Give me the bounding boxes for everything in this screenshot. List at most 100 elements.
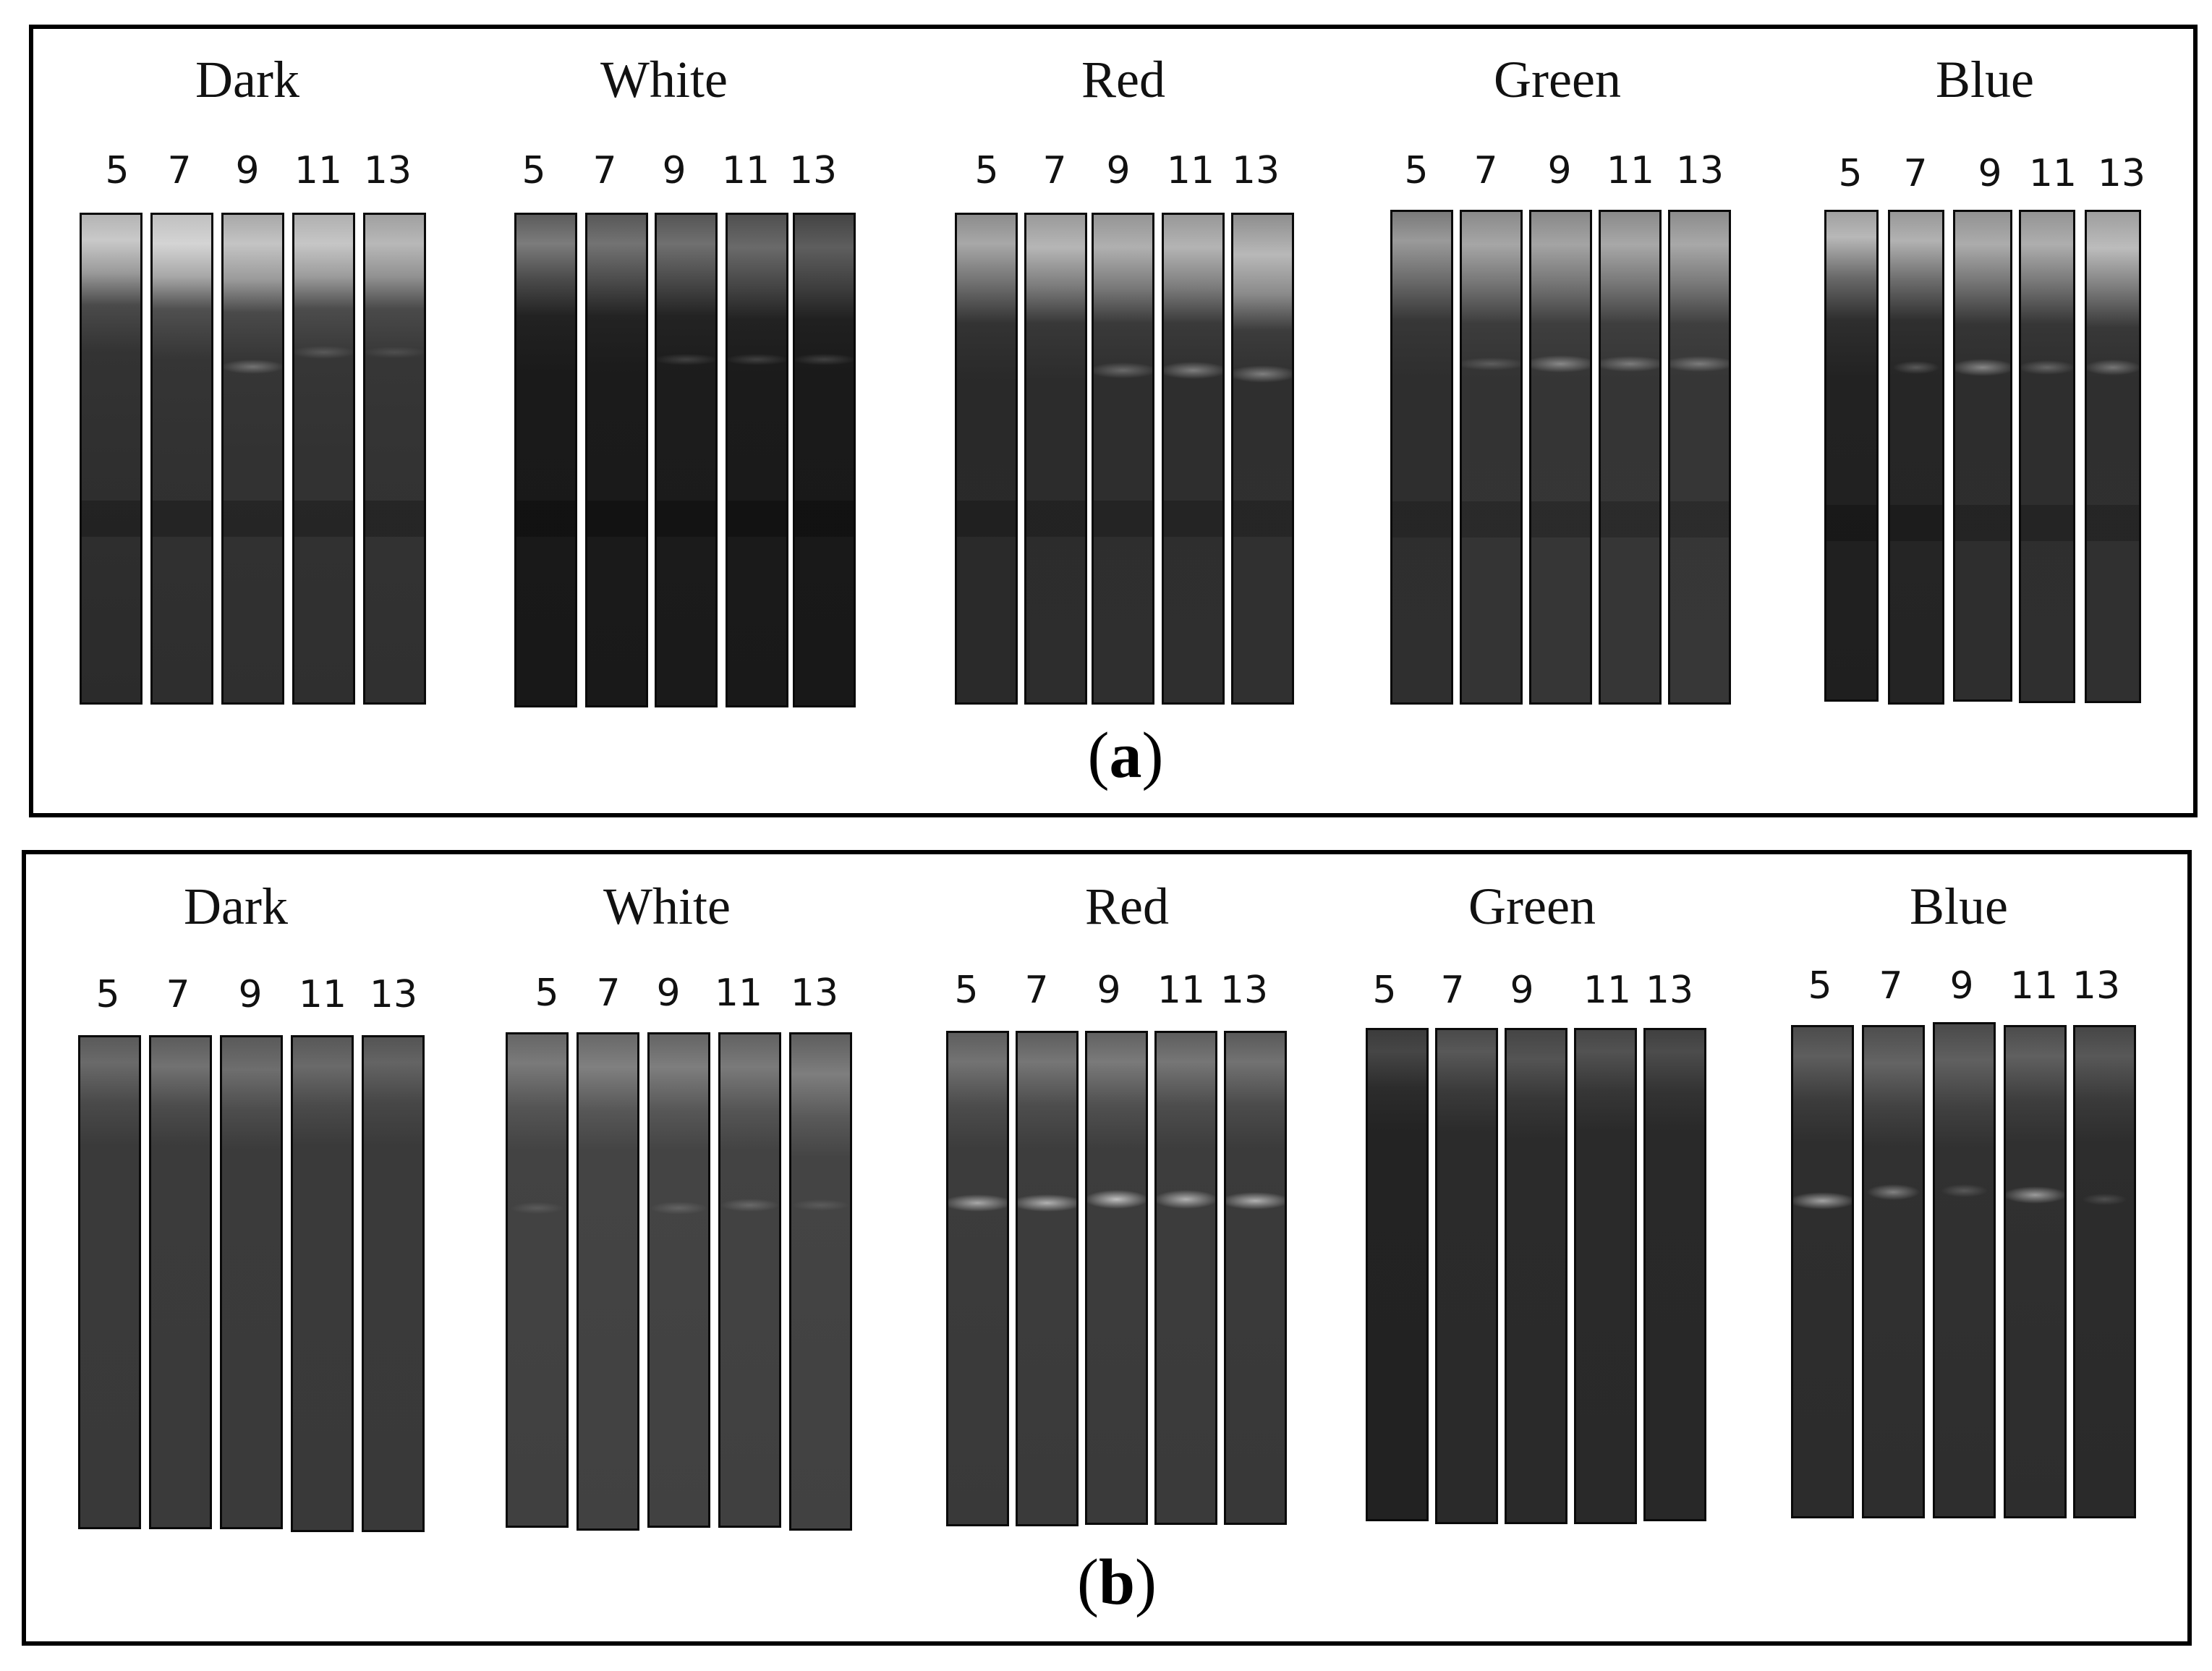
lane-label: 13 — [1231, 149, 1280, 192]
lane-label: 9 — [1097, 969, 1121, 1012]
gel-lane — [1824, 210, 1879, 702]
lane-label: 11 — [294, 149, 343, 192]
gel-lane — [718, 1032, 781, 1528]
lane-label: 5 — [974, 149, 999, 192]
group-title-white: White — [603, 877, 731, 935]
lane-label: 13 — [1220, 969, 1269, 1012]
gel-lane — [506, 1032, 569, 1528]
group-title-blue: Blue — [1936, 51, 2034, 109]
group-title-white: White — [600, 51, 728, 109]
lane-label: 5 — [95, 973, 120, 1016]
lane-label: 7 — [592, 149, 617, 192]
lane-label: 5 — [1808, 964, 1832, 1008]
lane-label: 11 — [2009, 964, 2059, 1008]
gel-lane — [363, 213, 426, 705]
lane-label: 9 — [1510, 969, 1534, 1012]
gel-lane — [1016, 1031, 1079, 1526]
gel-lane — [1460, 210, 1523, 705]
gel-lane — [220, 1035, 283, 1529]
lane-label: 5 — [535, 971, 559, 1015]
lane-label: 11 — [1606, 149, 1655, 192]
panel-b: Dark White Red Green Blue 5 7 9 11 13 5 … — [22, 850, 2192, 1646]
gel-lane — [2085, 210, 2141, 703]
gel-lane — [1085, 1031, 1148, 1525]
gel-lane — [1224, 1031, 1287, 1525]
lane-label: 9 — [1106, 149, 1131, 192]
group-title-dark: Dark — [195, 51, 299, 109]
gel-lane — [1953, 210, 2012, 702]
lane-label: 7 — [1440, 969, 1465, 1012]
lane-label: 13 — [788, 149, 838, 192]
gel-lane — [1643, 1028, 1706, 1521]
lane-label: 9 — [1949, 964, 1974, 1008]
lane-label: 9 — [238, 973, 263, 1016]
lane-label: 13 — [1645, 969, 1694, 1012]
lane-label: 11 — [1157, 969, 1206, 1012]
lane-label: 5 — [1372, 969, 1397, 1012]
lane-label: 11 — [714, 971, 763, 1015]
gel-lane — [221, 213, 284, 705]
gel-lane — [514, 213, 577, 707]
gel-lane — [1390, 210, 1453, 705]
group-title-dark: Dark — [184, 877, 288, 935]
gel-lane — [1888, 210, 1944, 705]
lane-label: 7 — [1042, 149, 1067, 192]
lane-label: 5 — [522, 149, 546, 192]
gel-lane — [647, 1032, 710, 1528]
gel-lane — [1529, 210, 1592, 705]
lane-label: 11 — [2028, 152, 2077, 195]
gel-lane — [789, 1032, 852, 1531]
lane-label: 5 — [1838, 152, 1863, 195]
lane-label: 7 — [1473, 149, 1498, 192]
lane-label: 13 — [363, 149, 412, 192]
lane-label: 13 — [2097, 152, 2146, 195]
lane-label: 7 — [1879, 964, 1903, 1008]
gel-lane — [1024, 213, 1087, 705]
lane-label: 7 — [167, 149, 192, 192]
gel-lane — [1791, 1025, 1854, 1518]
lane-label: 9 — [1547, 149, 1572, 192]
gel-lane — [1862, 1025, 1925, 1518]
lane-label: 5 — [1404, 149, 1429, 192]
gel-lane — [1231, 213, 1294, 705]
lane-label: 7 — [166, 973, 190, 1016]
gel-lane — [1092, 213, 1154, 705]
gel-lane — [2019, 210, 2075, 703]
gel-lane — [1435, 1028, 1498, 1524]
gel-lane — [1599, 210, 1662, 705]
lane-label: 13 — [2072, 964, 2121, 1008]
lane-label: 11 — [1583, 969, 1632, 1012]
panel-letter: a — [1109, 720, 1142, 791]
lane-label: 9 — [235, 149, 260, 192]
panel-label-a: (a) — [1087, 720, 1164, 791]
lane-label: 9 — [1978, 152, 2002, 195]
lane-label: 7 — [596, 971, 621, 1015]
lane-label: 13 — [1675, 149, 1724, 192]
gel-lane — [2004, 1025, 2067, 1518]
lane-label: 7 — [1903, 152, 1928, 195]
group-title-blue: Blue — [1910, 877, 2008, 935]
gel-lane — [149, 1035, 212, 1529]
panel-letter: b — [1098, 1547, 1136, 1618]
lane-label: 5 — [105, 149, 129, 192]
gel-lane — [655, 213, 718, 707]
lane-label: 13 — [790, 971, 839, 1015]
gel-lane — [1668, 210, 1731, 705]
gel-lane — [1574, 1028, 1637, 1524]
gel-lane — [793, 213, 856, 707]
lane-label: 11 — [721, 149, 770, 192]
gel-lane — [80, 213, 142, 705]
group-title-green: Green — [1468, 877, 1596, 935]
gel-lane — [1162, 213, 1225, 705]
group-title-green: Green — [1494, 51, 1621, 109]
group-title-red: Red — [1081, 51, 1165, 109]
lane-label: 13 — [369, 973, 418, 1016]
gel-lane — [726, 213, 788, 707]
gel-lane — [1933, 1022, 1996, 1518]
lane-label: 5 — [954, 969, 979, 1012]
gel-lane — [585, 213, 648, 707]
gel-lane — [1366, 1028, 1429, 1521]
gel-lane — [78, 1035, 141, 1529]
gel-lane — [362, 1035, 425, 1532]
